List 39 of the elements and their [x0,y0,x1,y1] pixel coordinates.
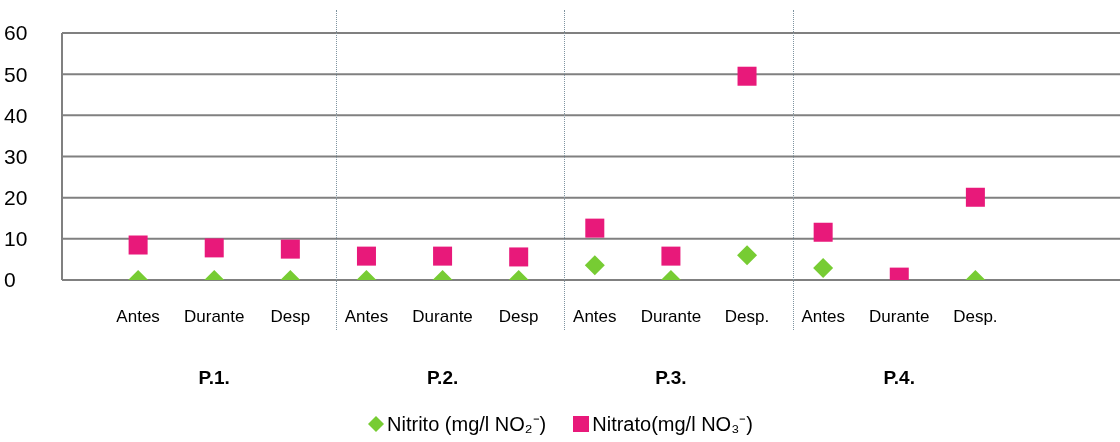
point [813,258,834,279]
x-tick-label: Durante [412,307,473,327]
y-tick-label: 40 [4,103,28,127]
point [965,187,985,207]
x-tick-label: Desp. [724,307,770,327]
text: P.2. [425,367,460,389]
y-tick-label: 60 [4,21,28,45]
x-tick-label: Antes [801,307,845,327]
y-tick-label: 30 [4,144,28,168]
point [661,246,681,266]
x-tick-label: Antes [573,307,617,327]
y-tick-label: 0 [4,268,16,292]
x-tick-label: Durante [640,307,702,327]
point [204,238,224,258]
point [128,235,148,255]
point [509,247,529,267]
y-tick-label: 10 [4,227,28,251]
x-tick-label: Durante [183,307,245,327]
text: P.3. [654,367,688,389]
point [585,218,605,238]
x-tick-label: Antes [116,307,160,327]
x-tick-label: Durante [869,307,930,327]
text: P.1. [197,367,231,389]
point [584,255,605,276]
x-tick-label: Desp. [953,307,998,327]
point [433,246,453,266]
point [356,246,376,266]
x-tick-label: Desp [498,307,539,327]
point [737,66,757,86]
y-tick-label: 20 [4,186,28,210]
legend-label: Nitrito (mg/l NO₂⁻) [387,412,547,437]
y-tick-label: 50 [4,62,28,86]
point [813,222,833,242]
point [737,245,758,266]
x-tick-label: Antes [344,307,389,327]
legend-label: Nitrato(mg/l NO₃⁻) [592,412,753,437]
x-tick-label: Desp [270,307,311,327]
point [280,239,300,259]
text: P.4. [882,367,916,389]
